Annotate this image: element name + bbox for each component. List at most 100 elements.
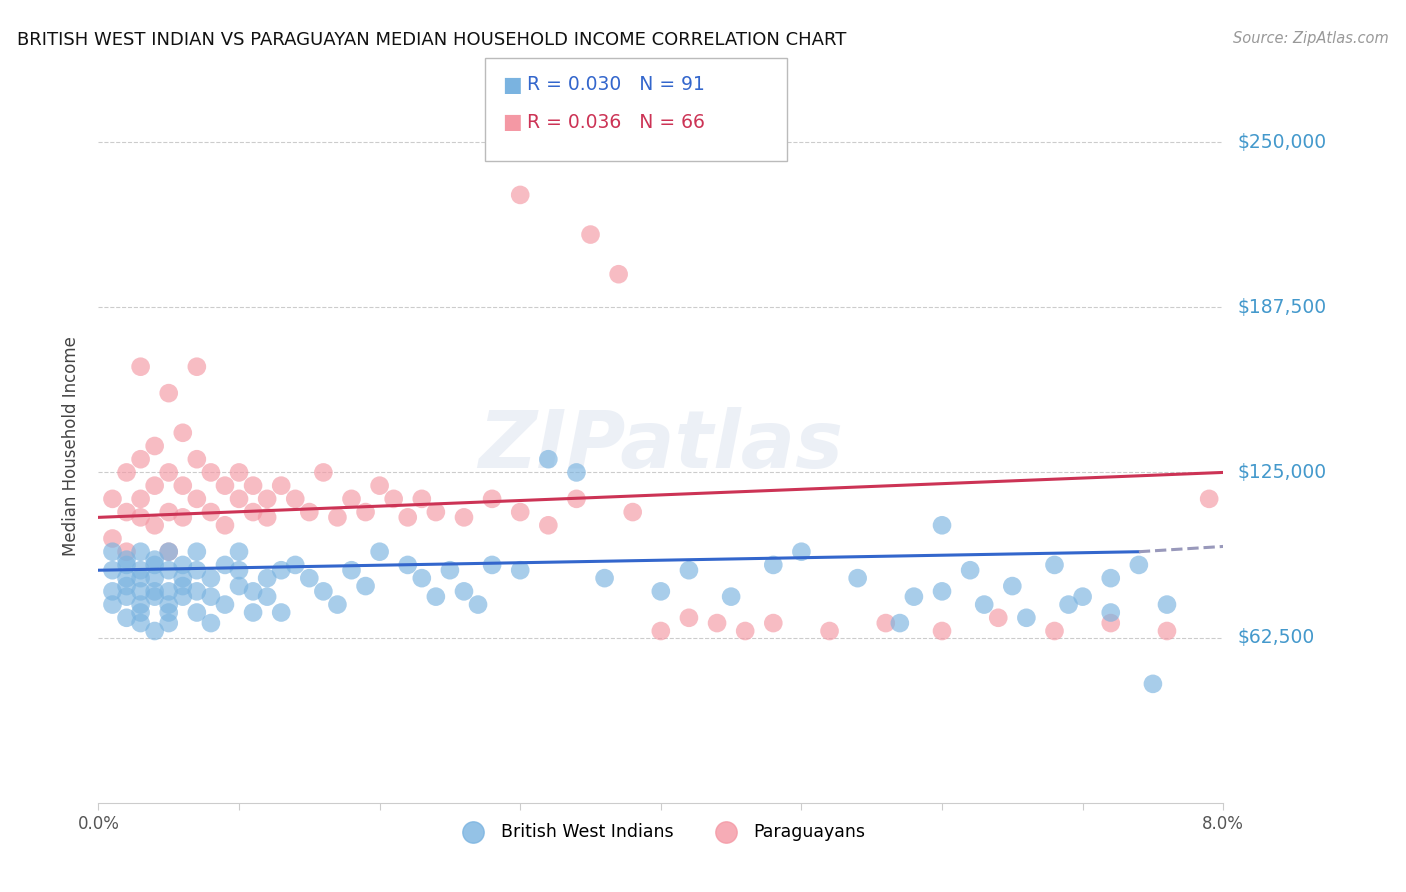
Point [312, 584, 335, 599]
Point [129, 510, 152, 524]
Point [242, 505, 264, 519]
Point [200, 466, 222, 480]
Point [186, 584, 208, 599]
Point [818, 624, 841, 638]
Point [256, 590, 278, 604]
Point [228, 579, 250, 593]
Point [101, 598, 124, 612]
Point [115, 590, 138, 604]
Point [340, 491, 363, 506]
Point [593, 571, 616, 585]
Point [157, 545, 180, 559]
Point [1099, 606, 1122, 620]
Point [172, 425, 194, 440]
Point [186, 563, 208, 577]
Point [959, 563, 981, 577]
Point [411, 491, 433, 506]
Point [396, 510, 419, 524]
Point [537, 452, 560, 467]
Point [650, 624, 672, 638]
Point [1001, 579, 1024, 593]
Point [650, 584, 672, 599]
Point [200, 590, 222, 604]
Text: R = 0.030   N = 91: R = 0.030 N = 91 [527, 75, 706, 95]
Point [143, 478, 166, 492]
Point [1057, 598, 1080, 612]
Point [115, 505, 138, 519]
Point [242, 478, 264, 492]
Point [129, 606, 152, 620]
Point [129, 359, 152, 374]
Point [425, 505, 447, 519]
Point [931, 518, 953, 533]
Point [214, 598, 236, 612]
Point [298, 571, 321, 585]
Point [875, 616, 897, 631]
Point [903, 590, 925, 604]
Point [1071, 590, 1094, 604]
Text: ■: ■ [502, 75, 522, 95]
Point [101, 563, 124, 577]
Text: $250,000: $250,000 [1237, 133, 1326, 152]
Point [143, 552, 166, 566]
Point [186, 452, 208, 467]
Point [678, 563, 700, 577]
Point [889, 616, 911, 631]
Point [129, 563, 152, 577]
Point [101, 491, 124, 506]
Legend: British West Indians, Paraguayans: British West Indians, Paraguayans [449, 816, 873, 847]
Point [706, 616, 728, 631]
Point [368, 545, 391, 559]
Point [607, 267, 630, 281]
Point [439, 563, 461, 577]
Point [481, 491, 503, 506]
Point [200, 616, 222, 631]
Point [565, 491, 588, 506]
Point [157, 545, 180, 559]
Point [340, 563, 363, 577]
Point [172, 571, 194, 585]
Point [481, 558, 503, 572]
Point [396, 558, 419, 572]
Point [157, 616, 180, 631]
Point [228, 466, 250, 480]
Point [129, 584, 152, 599]
Point [214, 558, 236, 572]
Point [129, 545, 152, 559]
Point [256, 571, 278, 585]
Point [565, 466, 588, 480]
Text: Source: ZipAtlas.com: Source: ZipAtlas.com [1233, 31, 1389, 46]
Point [678, 611, 700, 625]
Point [537, 518, 560, 533]
Point [734, 624, 756, 638]
Point [101, 532, 124, 546]
Point [157, 598, 180, 612]
Point [790, 545, 813, 559]
Point [1043, 558, 1066, 572]
Point [186, 606, 208, 620]
Point [115, 558, 138, 572]
Point [509, 188, 531, 202]
Point [115, 571, 138, 585]
Point [931, 624, 953, 638]
Point [242, 584, 264, 599]
Point [326, 598, 349, 612]
Point [143, 590, 166, 604]
Text: $125,000: $125,000 [1237, 463, 1326, 482]
Text: $62,500: $62,500 [1237, 628, 1315, 647]
Text: $187,500: $187,500 [1237, 298, 1326, 317]
Point [1142, 677, 1164, 691]
Point [228, 545, 250, 559]
Point [1099, 616, 1122, 631]
Point [467, 598, 489, 612]
Point [214, 478, 236, 492]
Point [129, 571, 152, 585]
Point [284, 491, 307, 506]
Point [143, 624, 166, 638]
Point [186, 491, 208, 506]
Point [354, 579, 377, 593]
Point [987, 611, 1010, 625]
Point [157, 505, 180, 519]
Point [579, 227, 602, 242]
Point [115, 611, 138, 625]
